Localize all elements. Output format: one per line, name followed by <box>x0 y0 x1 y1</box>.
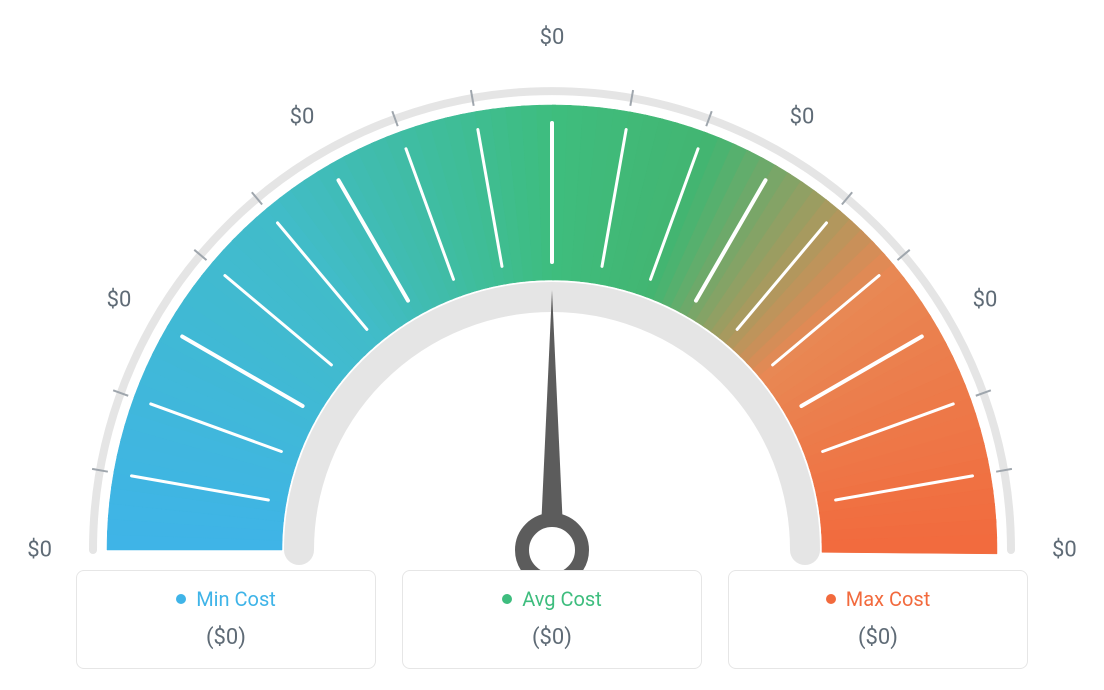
legend-value-avg: ($0) <box>413 625 691 650</box>
legend-title-min: Min Cost <box>176 587 276 611</box>
legend-title-avg: Avg Cost <box>502 587 602 611</box>
avg-dot-icon <box>502 594 512 604</box>
legend-label-avg: Avg Cost <box>522 587 602 611</box>
scale-label: $0 <box>290 104 315 129</box>
legend-value-min: ($0) <box>87 625 365 650</box>
scale-label: $0 <box>1052 538 1077 563</box>
gauge-svg <box>2 10 1102 570</box>
legend-row: Min Cost ($0) Avg Cost ($0) Max Cost ($0… <box>0 570 1104 669</box>
scale-label: $0 <box>790 104 815 129</box>
gauge: $0 $0 $0 $0 $0 $0 $0 <box>2 10 1102 570</box>
legend-card-min: Min Cost ($0) <box>76 570 376 669</box>
scale-label: $0 <box>973 288 998 313</box>
max-dot-icon <box>826 594 836 604</box>
scale-label: $0 <box>107 288 132 313</box>
legend-label-max: Max Cost <box>846 587 931 611</box>
chart-container: $0 $0 $0 $0 $0 $0 $0 Min Cost ($0) Avg Cost ($… <box>0 0 1104 690</box>
legend-title-max: Max Cost <box>826 587 931 611</box>
legend-card-avg: Avg Cost ($0) <box>402 570 702 669</box>
min-dot-icon <box>176 594 186 604</box>
legend-label-min: Min Cost <box>196 587 276 611</box>
legend-card-max: Max Cost ($0) <box>728 570 1028 669</box>
legend-value-max: ($0) <box>739 625 1017 650</box>
scale-label: $0 <box>27 538 52 563</box>
scale-label: $0 <box>540 25 565 50</box>
